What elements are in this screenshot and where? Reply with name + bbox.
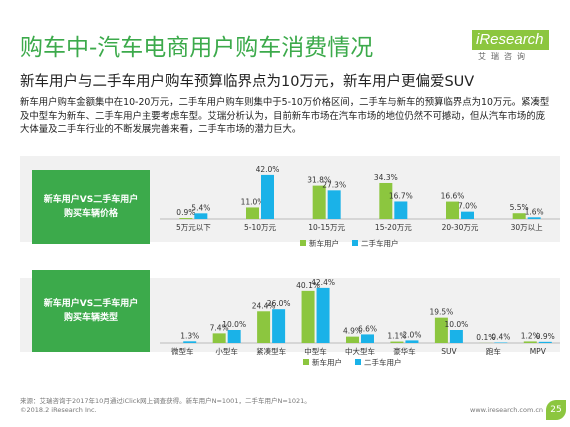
bar-used (449, 330, 463, 343)
legend-swatch-used (355, 359, 361, 365)
category-label: 中大型车 (345, 346, 375, 356)
category-label: 豪华车 (393, 346, 416, 356)
data-label: 0.1% (476, 333, 495, 342)
data-label: 0.9% (536, 332, 555, 341)
category-label: 30万以上 (511, 223, 544, 232)
data-label: 1.1% (387, 332, 406, 341)
legend-label-new: 新车用户 (309, 238, 339, 248)
data-label: 7.4% (210, 323, 229, 332)
category-label: 5万元以下 (176, 223, 211, 232)
data-label: 1.6% (525, 207, 544, 216)
legend-label-used: 二手车用户 (364, 357, 402, 367)
bar-used (394, 201, 408, 219)
subtitle: 新车用户与二手车用户购车预算临界点为10万元，新车用户更偏爱SUV (20, 74, 475, 90)
data-label: 0.9% (176, 208, 195, 217)
body-text: 新车用户购车金额集中在10-20万元，二手车用户购车则集中于5-10万价格区间，… (20, 97, 550, 135)
bar-new (512, 213, 526, 219)
data-label: 34.3% (374, 173, 398, 182)
category-label: 跑车 (486, 346, 501, 356)
category-label: 微型车 (171, 346, 194, 356)
type-chart-label: 新车用户VS二手车用户购买车辆类型 (32, 270, 150, 352)
data-label: 31.8% (307, 176, 331, 185)
category-label: 15-20万元 (375, 223, 412, 232)
bar-new (434, 317, 448, 343)
bar-used (405, 340, 419, 343)
logo-cn: 艾瑞咨询 (478, 52, 530, 61)
bar-used (461, 211, 474, 219)
category-label: 小型车 (215, 346, 238, 356)
data-label: 1.2% (521, 331, 540, 340)
bar-new (446, 201, 459, 219)
bar-used (527, 217, 541, 219)
bar-used (361, 334, 374, 343)
data-label: 6.6% (358, 324, 377, 333)
data-label: 42.4% (311, 278, 335, 287)
data-label: 16.7% (389, 191, 413, 200)
bar-used (272, 309, 286, 343)
data-label: 24.4% (252, 301, 276, 310)
category-label: 10-15万元 (308, 223, 345, 232)
data-label: 40.1% (296, 281, 320, 290)
data-label: 42.0% (256, 165, 280, 174)
data-label: 16.6% (441, 192, 465, 201)
legend-swatch-used (352, 240, 358, 246)
data-label: 5.5% (510, 203, 529, 212)
legend-label-used: 二手车用户 (361, 238, 399, 248)
bar-used (261, 174, 274, 219)
data-label: 27.3% (322, 180, 346, 189)
page-title: 购车中-汽车电商用户购车消费情况 (20, 35, 374, 61)
bar-used (494, 342, 508, 343)
bar-new (257, 311, 271, 343)
source-note: 来源：艾瑞咨询于2017年10月通过iClick网上调查获得。新车用户N=100… (20, 397, 311, 405)
category-label: 紧凑型车 (256, 346, 286, 356)
bar-used (316, 287, 330, 343)
category-label: 20-30万元 (442, 223, 479, 232)
data-label: 2.0% (402, 330, 421, 339)
data-label: 0.4% (491, 332, 510, 341)
data-label: 11.0% (241, 197, 265, 206)
page-number: 25 (546, 400, 566, 420)
bar-used (538, 341, 552, 343)
price-chart-label: 新车用户VS二手车用户购买车辆价格 (32, 170, 150, 244)
bar-new (212, 333, 226, 343)
legend-swatch-new (303, 359, 309, 365)
category-label: 5-10万元 (244, 223, 277, 232)
bar-new (379, 182, 393, 219)
legend-label-new: 新车用户 (312, 357, 342, 367)
bar-used (327, 190, 341, 219)
bar-new (523, 341, 537, 343)
bar-used (183, 341, 197, 343)
data-label: 26.0% (267, 299, 291, 308)
data-label: 5.4% (191, 203, 210, 212)
iresearch-logo: iResearch 艾瑞咨询 (472, 30, 549, 66)
type-chart-label-text: 新车用户VS二手车用户购买车辆类型 (43, 299, 139, 323)
category-label: MPV (530, 347, 547, 356)
price-chart-label-text: 新车用户VS二手车用户购买车辆价格 (43, 195, 139, 219)
data-label: 1.3% (180, 331, 199, 340)
bar-new (390, 341, 404, 343)
bar-used (227, 330, 241, 343)
bar-new (179, 218, 193, 219)
category-label: SUV (441, 347, 457, 356)
data-label: 7.0% (458, 202, 477, 211)
logo-wordmark: iResearch (472, 30, 549, 50)
data-label: 10.0% (444, 320, 468, 329)
data-label: 4.9% (343, 327, 362, 336)
copyright: ©2018.2 iResearch Inc. (20, 406, 97, 414)
data-label: 10.0% (222, 320, 246, 329)
bar-new (301, 290, 315, 343)
category-label: 中型车 (304, 346, 327, 356)
website: www.iresearch.com.cn (470, 406, 544, 414)
bar-new (312, 185, 326, 219)
bar-used (194, 213, 208, 219)
data-label: 19.5% (429, 308, 453, 317)
legend-swatch-new (300, 240, 306, 246)
bar-new (346, 336, 359, 343)
bar-new (246, 207, 259, 219)
